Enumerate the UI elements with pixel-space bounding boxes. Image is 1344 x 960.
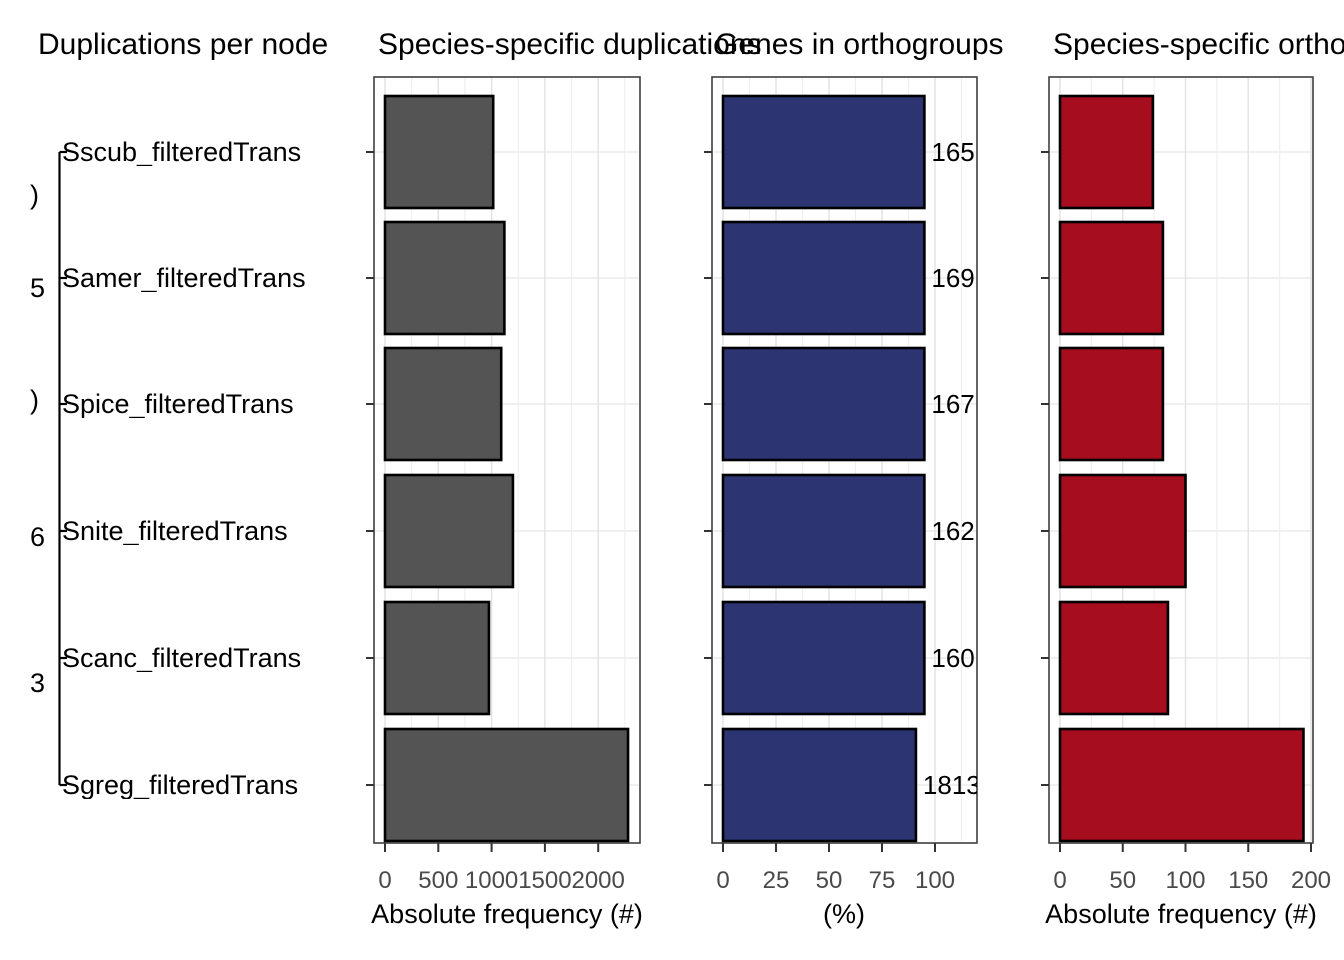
panel-border bbox=[711, 76, 978, 844]
bar bbox=[721, 600, 926, 716]
x-axis-tick-label: 500 bbox=[418, 867, 459, 894]
x-axis-tick-label: 1000 bbox=[464, 867, 519, 894]
panel-title-duplications-per-node: Duplications per node bbox=[38, 28, 329, 61]
bar-value-label: 1813 bbox=[922, 770, 977, 800]
phylogenetic-tree bbox=[58, 150, 67, 787]
x-axis-tick-label: 50 bbox=[1109, 867, 1137, 894]
species-label-sscub: Sscub_filteredTrans bbox=[62, 138, 302, 166]
bar-value-label: 165 bbox=[931, 137, 975, 167]
species-label-scanc: Scanc_filteredTrans bbox=[62, 644, 302, 672]
tree-node-label-fragment: ) bbox=[30, 180, 39, 210]
panel-border bbox=[373, 76, 641, 844]
x-axis-title-orthogroups: Absolute frequency (#) bbox=[1045, 899, 1317, 929]
bar bbox=[721, 473, 926, 589]
tree-node-label-fragment: ) bbox=[30, 385, 39, 415]
tree-node-label-fragment: 3 bbox=[30, 668, 46, 698]
bar bbox=[1058, 220, 1165, 336]
x-axis-tick-label: 2000 bbox=[571, 867, 625, 894]
bar bbox=[1058, 346, 1165, 462]
bar bbox=[1058, 94, 1155, 210]
bar-value-label: 169 bbox=[931, 263, 975, 293]
x-axis-tick-label: 25 bbox=[762, 867, 790, 894]
x-axis-tick-label: 75 bbox=[868, 867, 896, 894]
bar-label-layer: 165 169 167 162 160 1813 bbox=[712, 76, 977, 843]
tree-node-label-fragment: 5 bbox=[30, 273, 46, 303]
bar-chart-panel bbox=[704, 76, 978, 852]
species-label-spice: Spice_filteredTrans bbox=[62, 390, 294, 418]
bar-value-label: 162 bbox=[931, 516, 975, 546]
bar bbox=[383, 600, 491, 716]
panel-title-species-specific-orthogroups: Species-specific orthogroups bbox=[1053, 28, 1344, 61]
panel-border bbox=[1048, 76, 1314, 844]
x-axis-tick-label: 200 bbox=[1290, 867, 1332, 894]
x-axis-tick-label: 0 bbox=[1053, 867, 1067, 894]
x-axis-tick-label: 0 bbox=[716, 867, 730, 894]
x-axis-tick-label: 150 bbox=[1228, 867, 1269, 894]
bar bbox=[1058, 473, 1187, 589]
bar bbox=[383, 473, 515, 589]
bar-value-label: 160 bbox=[931, 643, 975, 673]
species-label-snite: Snite_filteredTrans bbox=[62, 517, 288, 545]
x-axis-title-duplications: Absolute frequency (#) bbox=[371, 899, 643, 929]
bar bbox=[721, 727, 918, 843]
x-axis-tick-label: 1500 bbox=[518, 867, 572, 894]
bar-chart-panel bbox=[366, 76, 641, 852]
x-axis-tick-label: 100 bbox=[914, 867, 956, 894]
x-axis-title-percent: (%) bbox=[823, 899, 865, 929]
bar bbox=[721, 94, 926, 210]
bar bbox=[1058, 727, 1305, 843]
bar bbox=[721, 346, 926, 462]
bar bbox=[383, 94, 495, 210]
tree-node-label-fragment: 6 bbox=[30, 522, 46, 552]
x-axis-tick-label: 0 bbox=[378, 867, 392, 894]
bar bbox=[383, 220, 506, 336]
bar-value-label: 167 bbox=[931, 389, 975, 419]
bar bbox=[383, 727, 630, 843]
bar bbox=[383, 346, 503, 462]
species-label-samer: Samer_filteredTrans bbox=[62, 264, 306, 292]
panel-title-species-specific-duplications: Species-specific duplications bbox=[378, 28, 762, 61]
species-label-sgreg: Sgreg_filteredTrans bbox=[62, 771, 299, 799]
x-axis-tick-label: 50 bbox=[815, 867, 843, 894]
bar bbox=[721, 220, 926, 336]
x-axis-tick-label: 100 bbox=[1165, 867, 1206, 894]
panel-title-genes-in-orthogroups: Genes in orthogroups bbox=[715, 28, 1004, 61]
bar bbox=[1058, 600, 1170, 716]
bar-chart-panel bbox=[1041, 76, 1314, 852]
